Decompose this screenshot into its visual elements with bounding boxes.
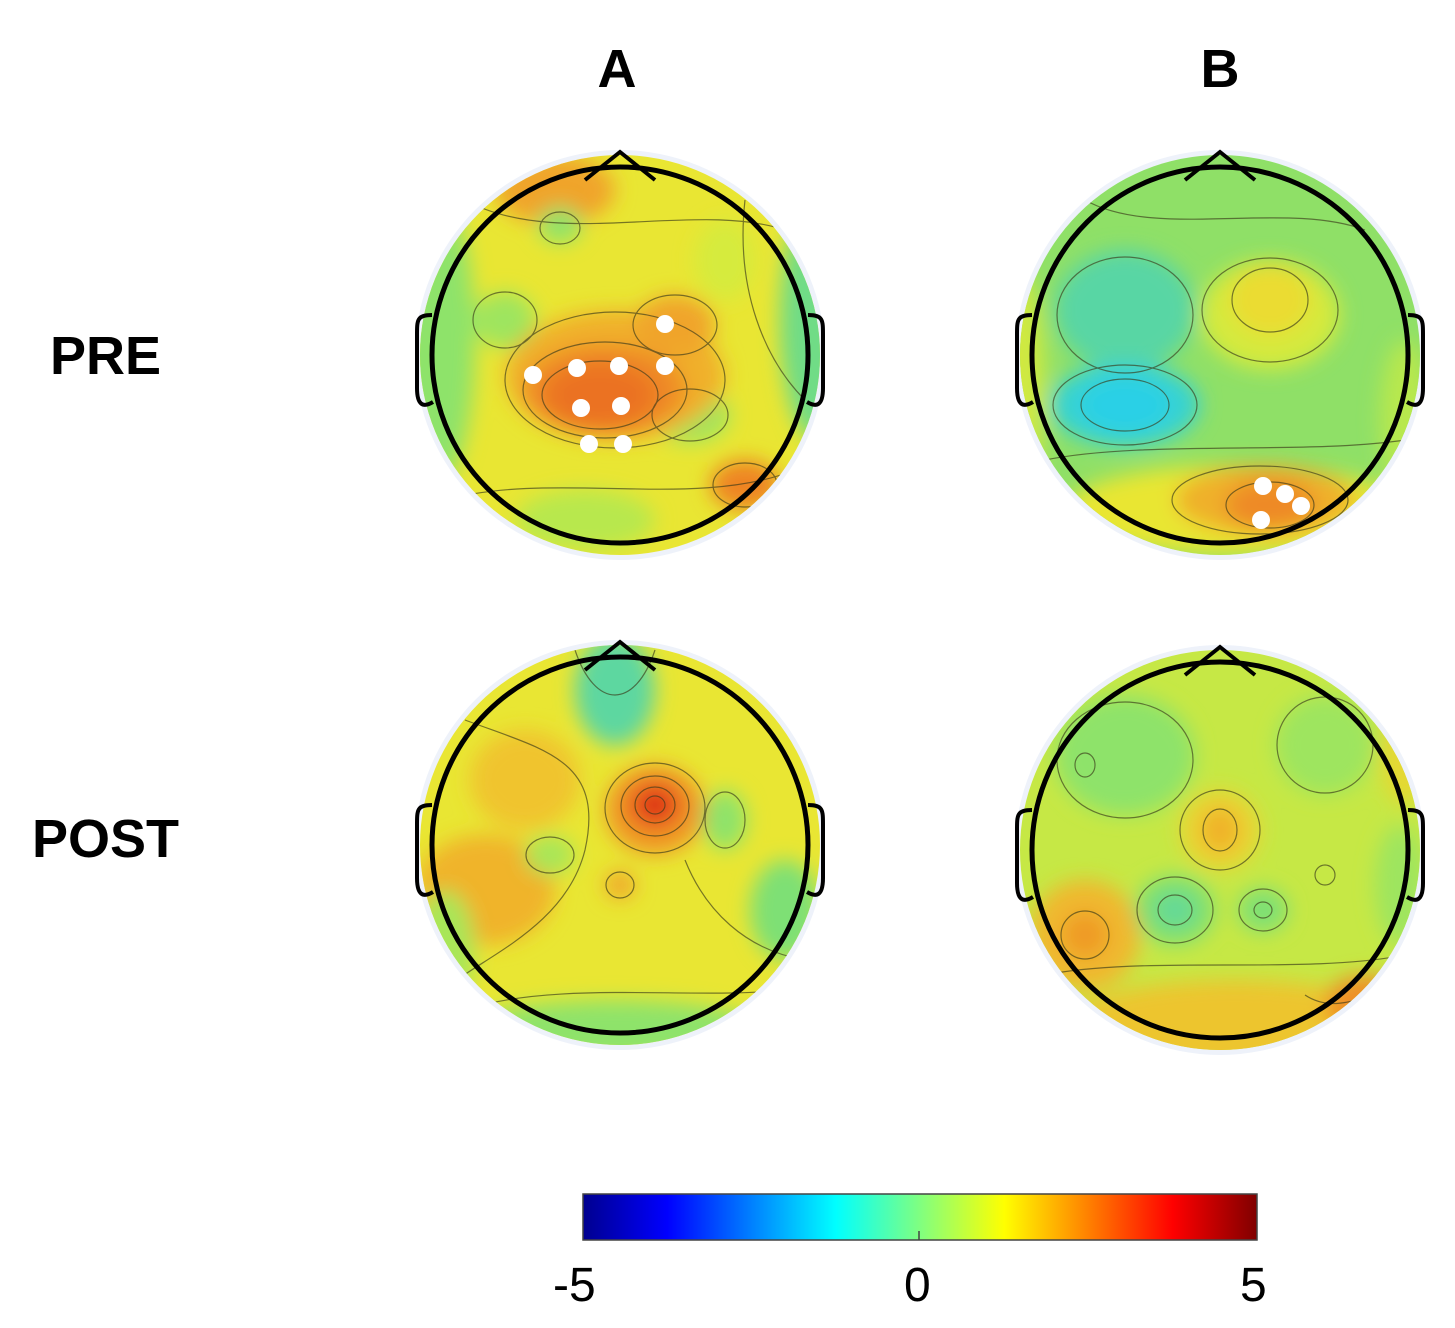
- colorbar-tick-min: -5: [553, 1259, 596, 1312]
- column-label-b: B: [1200, 39, 1240, 99]
- topomap-b-pre: [1015, 149, 1425, 560]
- topomap-a-pre: [415, 149, 825, 560]
- colorbar-tick-max: 5: [1240, 1259, 1267, 1312]
- topomap-a-post: [415, 639, 825, 1050]
- row-label-pre: PRE: [50, 326, 162, 386]
- topomap-b-post: [1015, 644, 1425, 1055]
- colorbar-tick-zero: 0: [904, 1259, 931, 1312]
- significant-electrodes: [1252, 477, 1310, 529]
- colorbar: [582, 1193, 1258, 1241]
- significant-electrodes: [524, 315, 674, 453]
- column-label-a: A: [597, 39, 637, 99]
- row-label-post: POST: [32, 809, 180, 869]
